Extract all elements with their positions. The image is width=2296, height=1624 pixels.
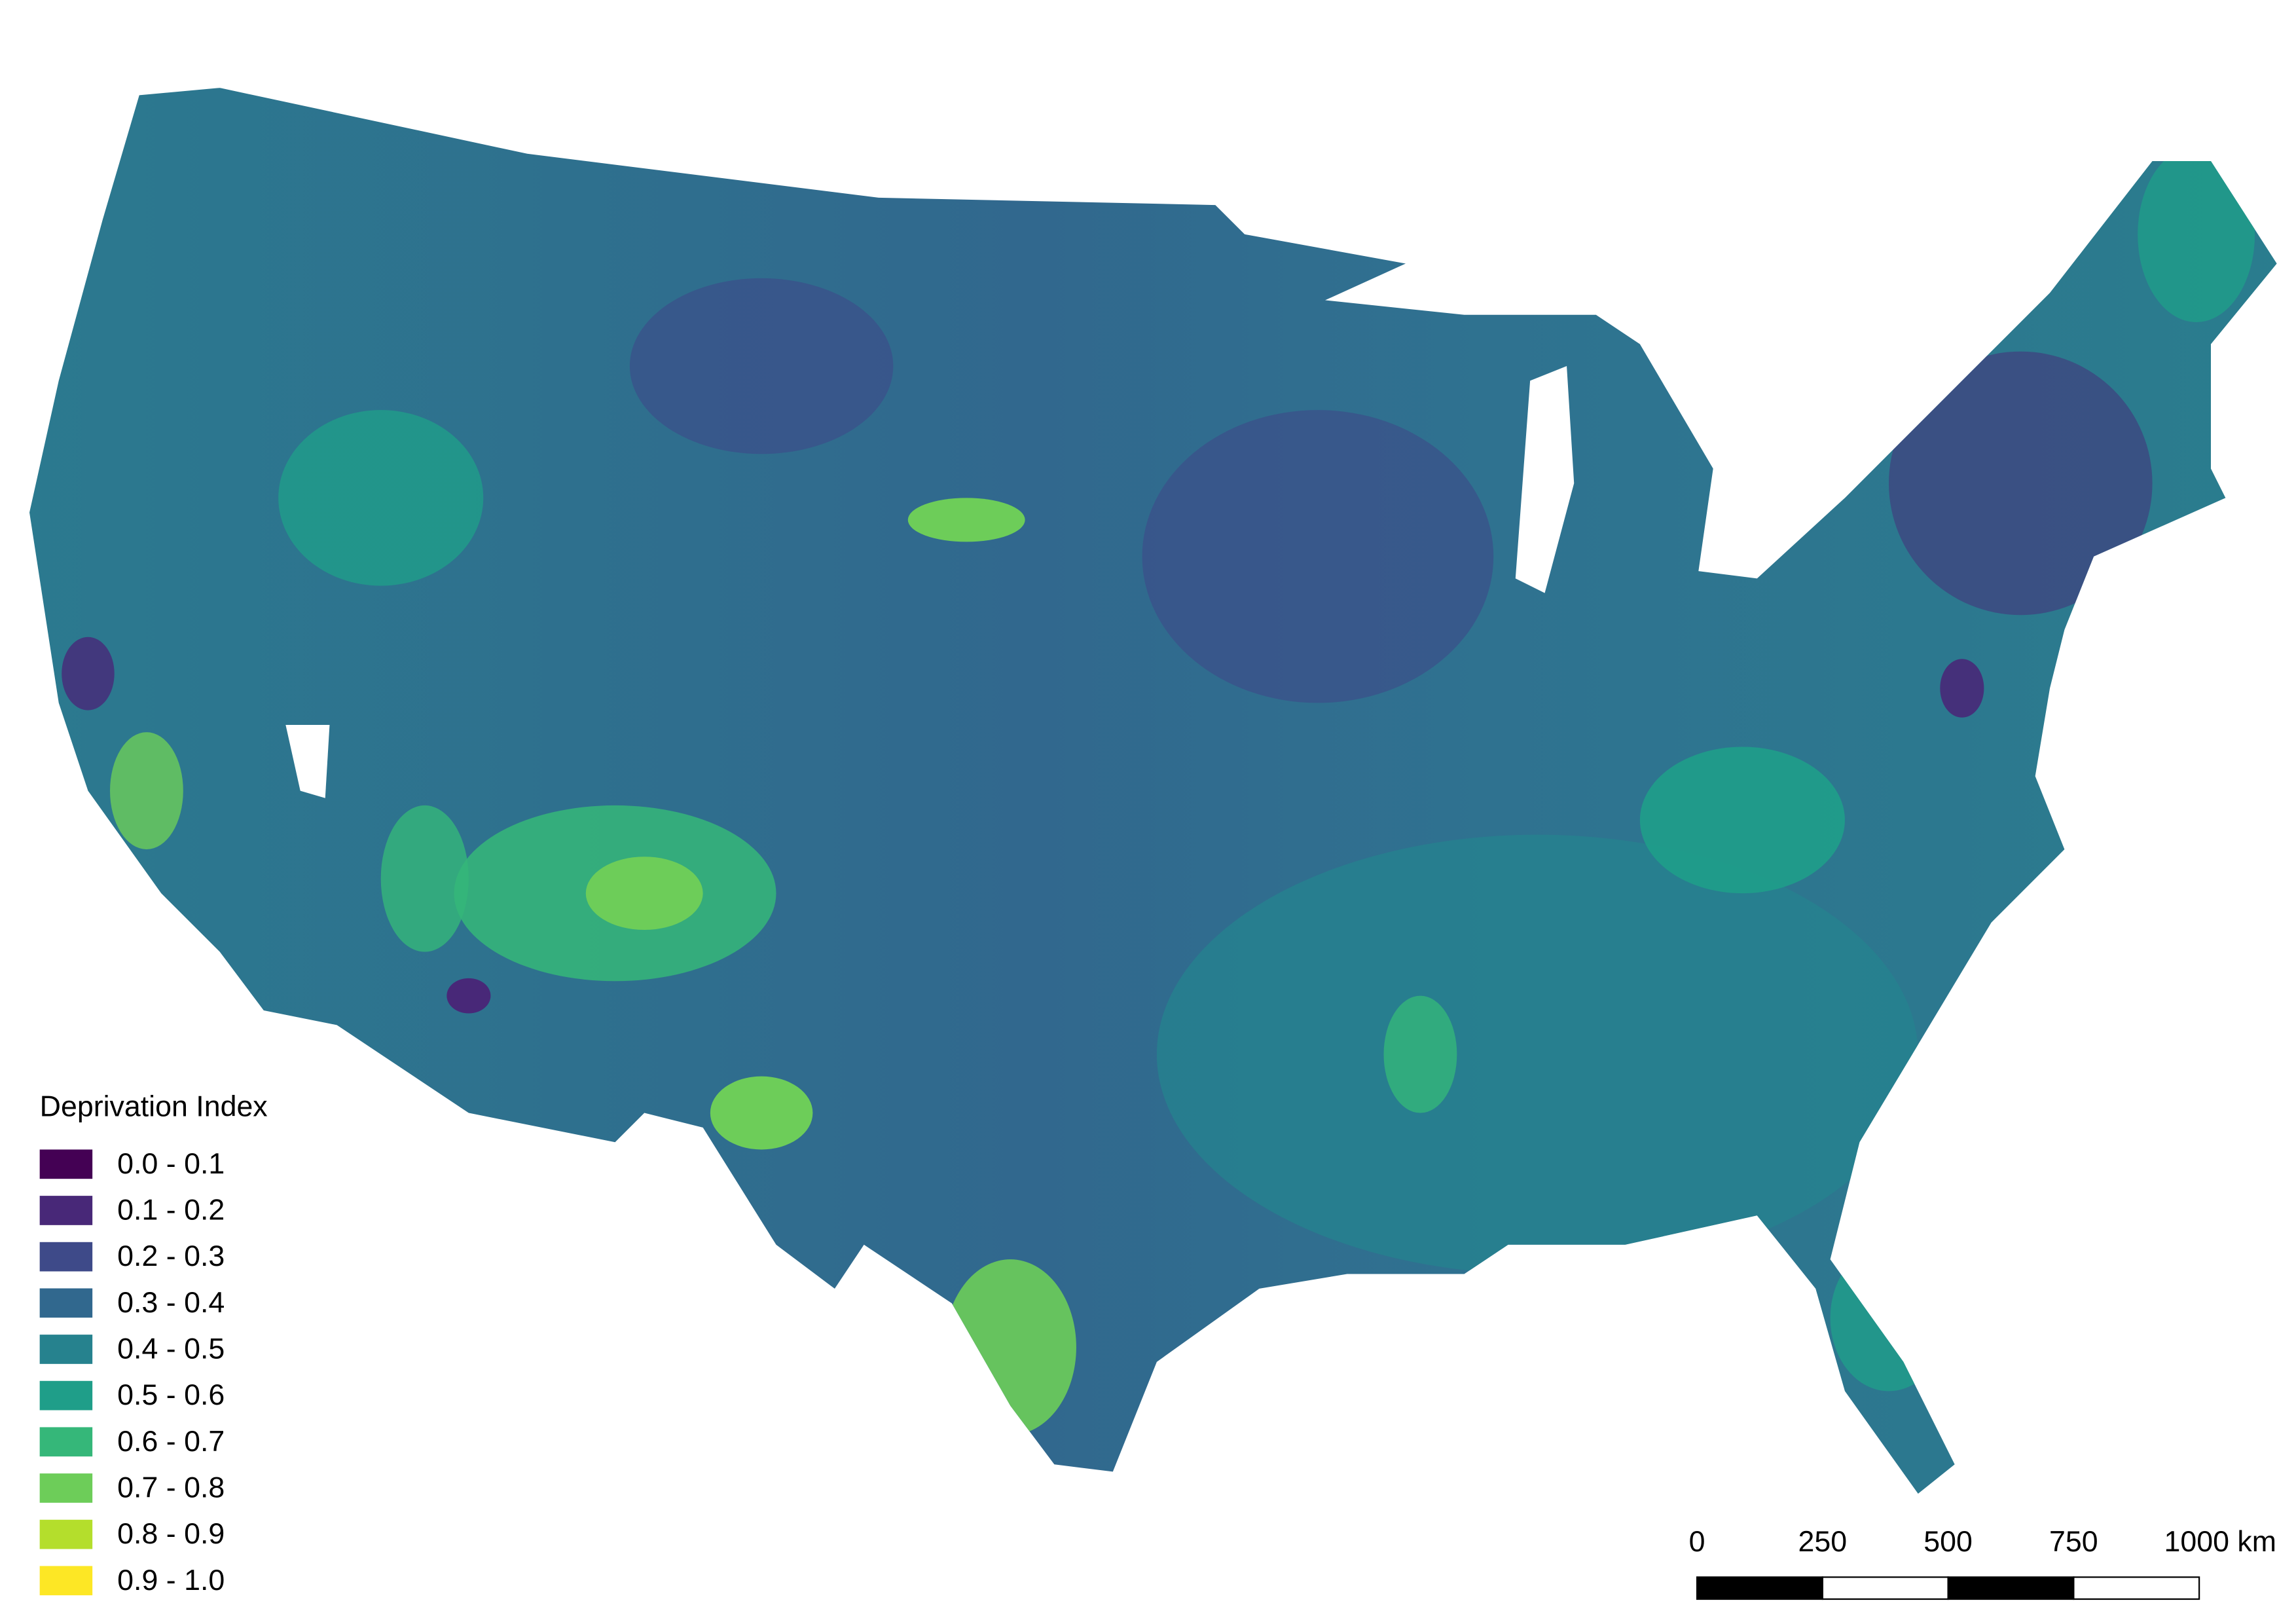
- region: [446, 978, 491, 1014]
- legend-label: 0.9 - 1.0: [117, 1564, 225, 1596]
- region: [907, 498, 1025, 542]
- region: [1940, 659, 1984, 718]
- scale-segment: [2073, 1576, 2200, 1600]
- region: [1156, 834, 1918, 1274]
- region: [585, 857, 703, 931]
- region: [1830, 1244, 1948, 1392]
- legend: Deprivation Index 0.0 - 0.1 0.1 - 0.2 0.2 …: [39, 1091, 268, 1596]
- region: [629, 278, 894, 454]
- region: [278, 410, 484, 586]
- scale-bar: 0 250 500 750 1000 km: [1689, 1526, 2276, 1600]
- scale-label: 1000 km: [2164, 1526, 2276, 1558]
- legend-swatch: [39, 1473, 93, 1503]
- region: [1383, 995, 1457, 1113]
- scale-segment: [1696, 1576, 1823, 1600]
- lake-michigan: [1515, 366, 1575, 593]
- legend-swatch: [39, 1149, 93, 1179]
- legend-swatch: [39, 1335, 93, 1364]
- legend-label: 0.2 - 0.3: [117, 1240, 225, 1272]
- region: [1639, 747, 1845, 894]
- region: [1889, 351, 2153, 616]
- region: [109, 732, 183, 850]
- legend-title: Deprivation Index: [40, 1091, 268, 1123]
- region: [944, 1259, 1076, 1435]
- scale-label: 0: [1689, 1526, 1705, 1558]
- region: [380, 805, 469, 952]
- region: [62, 637, 115, 710]
- region: [710, 1076, 813, 1150]
- legend-label: 0.4 - 0.5: [117, 1333, 225, 1365]
- scale-segment: [1821, 1576, 1949, 1600]
- legend-swatch: [39, 1380, 93, 1411]
- lake: [285, 724, 330, 798]
- legend-label: 0.7 - 0.8: [117, 1472, 225, 1504]
- scale-label: 500: [1923, 1526, 1973, 1558]
- legend-label: 0.6 - 0.7: [117, 1426, 225, 1458]
- region: [2138, 146, 2255, 322]
- legend-swatch: [39, 1566, 93, 1596]
- region: [1142, 410, 1494, 703]
- legend-swatch: [39, 1196, 93, 1225]
- scale-label: 750: [2049, 1526, 2098, 1558]
- legend-label: 0.5 - 0.6: [117, 1379, 225, 1411]
- legend-label: 0.8 - 0.9: [117, 1518, 225, 1550]
- legend-label: 0.3 - 0.4: [117, 1287, 225, 1319]
- legend-label: 0.1 - 0.2: [117, 1194, 225, 1227]
- scale-segment: [1947, 1576, 2075, 1600]
- scale-label: 250: [1798, 1526, 1848, 1558]
- legend-swatch: [39, 1519, 93, 1549]
- legend-swatch: [39, 1427, 93, 1457]
- legend-swatch: [39, 1242, 93, 1272]
- legend-swatch: [39, 1288, 93, 1318]
- legend-label: 0.0 - 0.1: [117, 1148, 225, 1180]
